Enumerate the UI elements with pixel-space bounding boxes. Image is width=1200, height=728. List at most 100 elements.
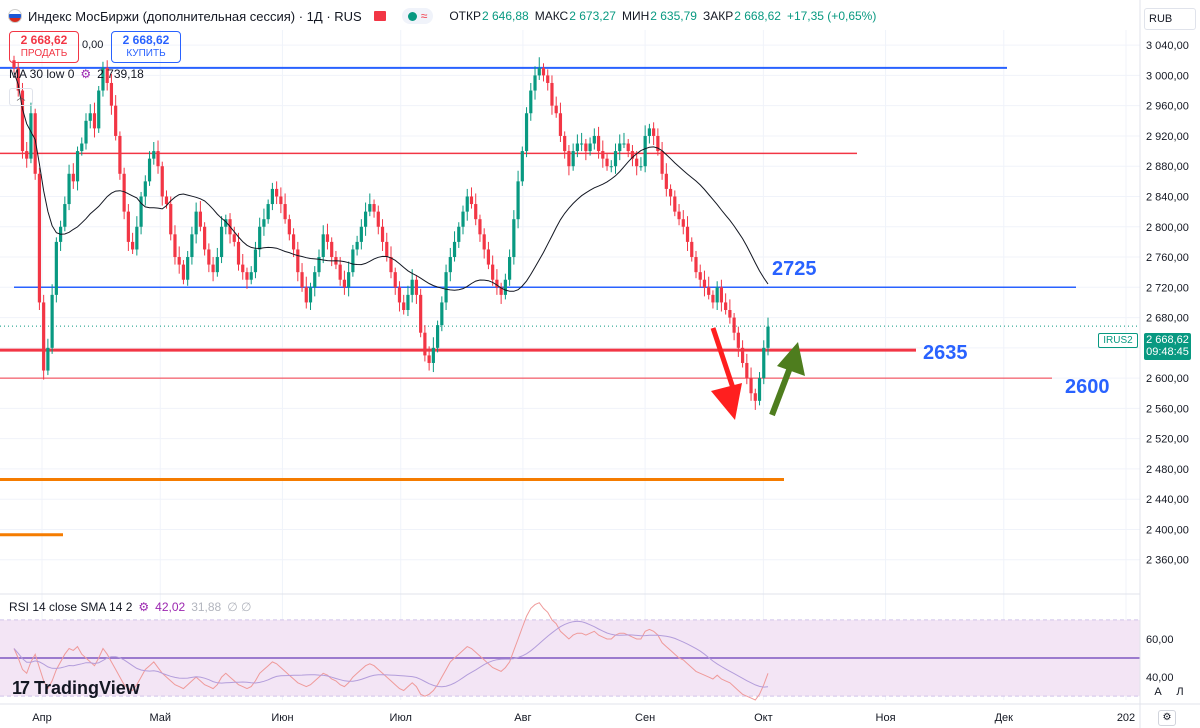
- candle-body-45: [203, 226, 207, 250]
- russia-flag-icon: [8, 9, 22, 23]
- sell-button[interactable]: 2 668,62 ПРОДАТЬ: [9, 31, 79, 63]
- candle-body-20: [97, 90, 101, 129]
- price-tick-label-1: 3 000,00: [1146, 70, 1189, 82]
- candle-body-132: [571, 151, 575, 167]
- candle-body-143: [618, 143, 622, 152]
- candle-body-63: [279, 196, 283, 205]
- settings-gear-icon[interactable]: ⚙: [1158, 710, 1176, 726]
- candle-body-122: [529, 90, 533, 114]
- level-label-2635: 2635: [923, 342, 968, 364]
- down-arrow-shaft: [710, 327, 736, 389]
- candle-body-22: [105, 67, 109, 83]
- rsi-tick-label-0: 60,00: [1146, 634, 1174, 646]
- low-value: 2 635,79: [650, 9, 697, 23]
- candle-body-97: [423, 332, 427, 356]
- candle-body-25: [118, 135, 122, 174]
- time-tick-label-4: Авг: [514, 712, 531, 724]
- candle-body-153: [660, 151, 664, 174]
- ma-value: 2 739,18: [97, 67, 144, 81]
- candle-body-7: [42, 302, 46, 371]
- buy-price: 2 668,62: [122, 33, 170, 47]
- candle-body-150: [647, 128, 651, 136]
- rsi-value: 42,02: [155, 600, 186, 614]
- price-tick-label-17: 2 360,00: [1146, 555, 1189, 567]
- rsi-sma-value: 31,88: [191, 600, 222, 614]
- candle-body-114: [495, 279, 499, 288]
- price-axis[interactable]: 3 040,00 3 000,00 2 960,00 2 920,00 2 880,00…: [1139, 0, 1189, 728]
- time-tick-label-2: Июн: [271, 712, 293, 724]
- rsi-settings-icon[interactable]: ⚙: [138, 600, 150, 614]
- candle-body-33: [152, 151, 156, 159]
- candle-body-86: [376, 211, 380, 227]
- ma30-line: [13, 72, 769, 292]
- candle-body-17: [84, 120, 88, 144]
- candle-body-140: [605, 158, 609, 167]
- candle-body-113: [491, 264, 495, 280]
- ma-legend[interactable]: MA 30 low 0 ⚙ 2 739,18: [9, 67, 144, 81]
- candle-body-159: [685, 226, 690, 242]
- candle-body-139: [601, 151, 605, 159]
- candle-body-62: [275, 188, 279, 197]
- rsi-line: [13, 602, 769, 701]
- candle-body-43: [194, 211, 198, 235]
- down-arrow-head: [711, 383, 742, 420]
- candle-body-157: [677, 211, 681, 220]
- candle-body-100: [435, 325, 440, 348]
- candle-body-72: [317, 257, 321, 273]
- candle-body-118: [512, 219, 516, 258]
- candle-body-117: [508, 257, 512, 280]
- indicator-settings-icon[interactable]: ⚙: [80, 67, 92, 81]
- candle-body-85: [372, 204, 376, 212]
- candle-body-84: [368, 204, 372, 212]
- candle-body-104: [452, 241, 457, 258]
- market-status-pill[interactable]: ≈: [401, 8, 434, 24]
- rsi-pane: [0, 602, 1140, 701]
- candle-body-78: [342, 279, 347, 288]
- candle-body-34: [156, 151, 160, 167]
- candle-body-175: [753, 393, 757, 401]
- candle-body-69: [304, 287, 308, 303]
- symbol-title[interactable]: Индекс МосБиржи (дополнительная сессия) …: [28, 8, 362, 24]
- alert-icon[interactable]: [373, 11, 386, 21]
- close-value: 2 668,62: [734, 9, 781, 23]
- buy-button[interactable]: 2 668,62 КУПИТЬ: [111, 31, 181, 63]
- currency-selector[interactable]: RUB: [1144, 8, 1196, 30]
- candle-body-88: [385, 241, 389, 258]
- candle-body-129: [558, 113, 563, 136]
- candle-body-176: [757, 378, 762, 401]
- collapse-legend-icon[interactable]: ︿: [9, 88, 33, 106]
- candle-body-49: [219, 226, 224, 258]
- candle-body-169: [728, 310, 732, 318]
- candle-body-40: [181, 264, 186, 280]
- candle-body-94: [410, 279, 414, 295]
- price-tick-label-5: 2 840,00: [1146, 191, 1189, 203]
- rsi-legend[interactable]: RSI 14 close SMA 14 2 ⚙ 42,02 31,88 ∅ ∅: [9, 600, 251, 614]
- candle-body-87: [380, 226, 385, 242]
- time-axis[interactable]: Апр Май Июн Июл Авг Сен Окт Ноя Дек 202: [0, 703, 1200, 724]
- candle-body-70: [308, 287, 313, 303]
- ma-line-group: [13, 72, 769, 292]
- candle-body-105: [457, 226, 461, 242]
- log-scale-button[interactable]: Л: [1176, 686, 1184, 698]
- candle-body-121: [524, 113, 529, 152]
- candle-body-47: [211, 264, 215, 273]
- market-open-icon: [407, 11, 417, 21]
- candle-body-60: [266, 204, 270, 220]
- candle-body-27: [126, 211, 130, 242]
- candle-body-119: [516, 181, 520, 220]
- candle-body-83: [363, 211, 368, 227]
- candle-body-57: [253, 249, 258, 273]
- candle-body-30: [139, 196, 143, 227]
- candle-body-52: [232, 234, 236, 242]
- tradingview-logo[interactable]: 17 TradingView: [12, 678, 140, 699]
- sell-price: 2 668,62: [20, 33, 68, 47]
- candle-body-146: [630, 151, 635, 159]
- candle-body-48: [215, 257, 219, 273]
- auto-scale-button[interactable]: A: [1154, 686, 1162, 698]
- candle-body-144: [622, 143, 626, 145]
- rsi-name: RSI 14 close SMA 14 2: [9, 600, 133, 614]
- candle-body-102: [444, 272, 448, 303]
- candle-body-99: [431, 347, 435, 363]
- candle-body-19: [92, 113, 97, 129]
